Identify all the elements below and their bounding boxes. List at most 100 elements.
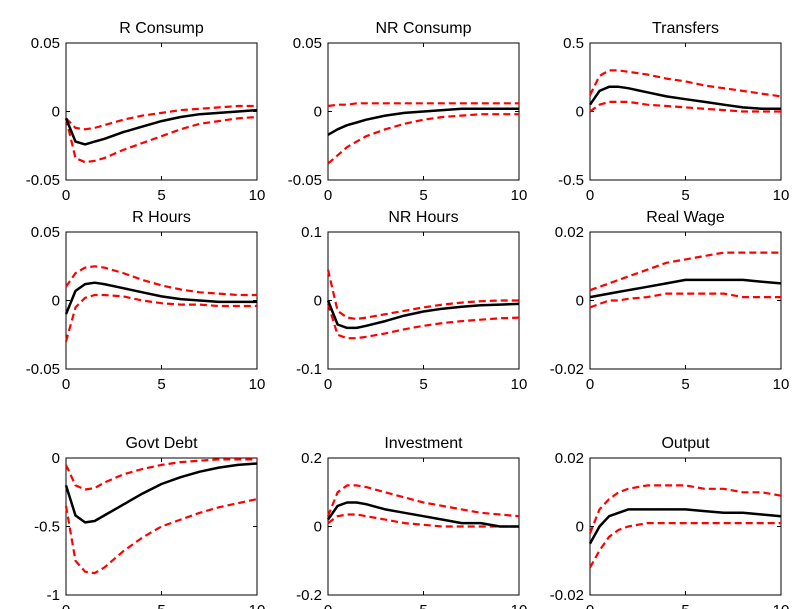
x-tick-label: 0 — [324, 376, 332, 393]
chart-panel: Output05100.020-0.02 — [550, 435, 790, 609]
y-tick-label: 0.02 — [555, 224, 584, 241]
y-tick-label: -0.5 — [34, 519, 60, 536]
x-tick-label: 10 — [511, 376, 528, 393]
median-response-line — [326, 300, 520, 330]
upper-band-line — [326, 269, 519, 321]
median-response-line — [588, 508, 782, 545]
y-tick-label: -0.5 — [558, 172, 584, 189]
x-tick-label: 5 — [157, 376, 165, 393]
plot-area — [327, 231, 520, 370]
y-tick-label: 0 — [576, 519, 584, 536]
x-tick-label: 0 — [586, 602, 594, 609]
upper-band-line — [65, 265, 257, 297]
x-tick-label: 0 — [62, 187, 70, 204]
lower-band-line — [64, 498, 258, 575]
panel-title: R Hours — [132, 209, 191, 226]
panel-title: Output — [661, 435, 710, 452]
x-tick-label: 5 — [419, 187, 427, 204]
x-tick-label: 10 — [249, 602, 266, 609]
x-tick-label: 10 — [249, 376, 266, 393]
x-tick-label: 0 — [62, 376, 70, 393]
x-tick-label: 5 — [419, 602, 427, 609]
plot-area — [327, 457, 520, 596]
y-tick-label: 0.5 — [563, 35, 584, 52]
y-tick-label: -0.02 — [550, 587, 584, 604]
plot-area — [589, 42, 782, 181]
lower-band-line — [589, 292, 781, 309]
y-tick-label: 0 — [314, 519, 322, 536]
panel-title: Govt Debt — [125, 435, 198, 452]
y-tick-label: 0 — [52, 450, 60, 467]
median-response-line — [64, 108, 258, 146]
y-tick-label: 0.2 — [301, 450, 322, 467]
y-tick-label: -0.05 — [26, 172, 60, 189]
y-tick-label: 0.05 — [293, 35, 322, 52]
y-tick-label: 0.02 — [555, 450, 584, 467]
y-tick-label: -0.02 — [550, 361, 584, 378]
y-tick-label: 0.05 — [31, 35, 60, 52]
x-tick-label: 0 — [324, 187, 332, 204]
chart-panel: Govt Debt 0 5 10 0 -0.5 -1 — [34, 435, 265, 609]
lower-band-line — [589, 521, 781, 569]
panel-title: Transfers — [652, 20, 719, 37]
median-response-line — [327, 107, 519, 136]
upper-band-line — [589, 251, 781, 292]
panel-title: NR Hours — [388, 209, 458, 226]
y-tick-label: 0 — [576, 293, 584, 310]
upper-band-line — [65, 104, 257, 131]
y-tick-label: -0.1 — [296, 361, 322, 378]
chart-panel: Investment05100.20-0.2 — [296, 435, 527, 609]
panel-title: Investment — [384, 435, 463, 452]
x-tick-label: 10 — [249, 187, 266, 204]
x-tick-label: 0 — [62, 602, 70, 609]
y-tick-label: 0.05 — [31, 224, 60, 241]
lower-band-line — [589, 100, 781, 113]
panel-title: NR Consump — [375, 20, 471, 37]
plot-area — [589, 457, 782, 596]
upper-band-line — [588, 484, 782, 534]
y-tick-label: -0.05 — [26, 361, 60, 378]
x-tick-label: 0 — [324, 602, 332, 609]
x-tick-label: 10 — [773, 376, 790, 393]
lower-band-line — [64, 293, 257, 342]
x-tick-label: 5 — [419, 376, 427, 393]
median-response-line — [588, 85, 781, 111]
y-tick-label: 0 — [52, 293, 60, 310]
y-tick-label: -0.2 — [296, 587, 322, 604]
x-tick-label: 5 — [681, 376, 689, 393]
lower-band-line — [326, 303, 520, 340]
lower-band-line — [327, 513, 519, 528]
median-response-line — [589, 278, 782, 299]
y-tick-label: 0 — [314, 104, 322, 121]
median-response-line — [64, 462, 258, 524]
y-tick-label: 0 — [52, 104, 60, 121]
panel-title: R Consump — [119, 20, 204, 37]
upper-band-line — [326, 484, 520, 518]
panel-title: Real Wage — [646, 209, 725, 226]
median-response-line — [64, 281, 257, 315]
x-tick-label: 5 — [681, 187, 689, 204]
y-tick-label: 0 — [576, 104, 584, 121]
lower-band-line — [64, 115, 258, 164]
x-tick-label: 5 — [157, 602, 165, 609]
plot-area — [589, 231, 782, 370]
x-tick-label: 10 — [773, 187, 790, 204]
lower-band-line — [327, 113, 519, 165]
x-tick-label: 10 — [773, 602, 790, 609]
upper-band-line — [589, 69, 782, 98]
y-tick-label: -1 — [47, 587, 60, 604]
y-tick-label: 0.1 — [301, 224, 322, 241]
x-tick-label: 0 — [586, 187, 594, 204]
x-tick-label: 0 — [586, 376, 594, 393]
x-tick-label: 5 — [681, 602, 689, 609]
x-tick-label: 5 — [157, 187, 165, 204]
x-tick-label: 10 — [511, 602, 528, 609]
median-response-line — [326, 501, 519, 528]
